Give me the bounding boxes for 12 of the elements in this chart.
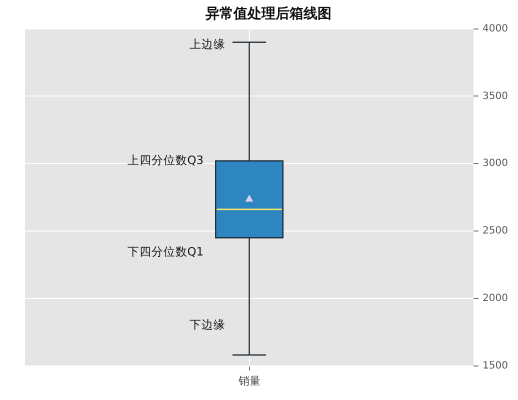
y-tick-label: 2500 <box>482 226 508 237</box>
annotation: 下边缘 <box>189 317 226 332</box>
x-tick-label: 销量 <box>237 374 260 388</box>
chart-title: 异常值处理后箱线图 <box>204 5 332 22</box>
annotation: 下四分位数Q1 <box>127 244 204 258</box>
annotation: 上四分位数Q3 <box>127 152 204 167</box>
y-tick-label: 3500 <box>482 90 508 102</box>
y-tick-label: 2000 <box>482 292 508 304</box>
y-tick-label: 4000 <box>482 23 508 34</box>
y-tick-label: 1500 <box>482 360 508 372</box>
annotation: 上边缘 <box>189 36 226 51</box>
y-tick-label: 3000 <box>482 158 508 170</box>
